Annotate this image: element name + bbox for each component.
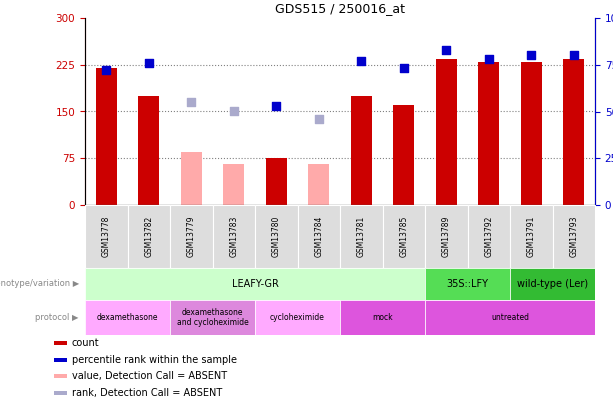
Text: 35S::LFY: 35S::LFY (446, 279, 489, 289)
Bar (425, 268, 510, 300)
Text: wild-type (Ler): wild-type (Ler) (517, 279, 588, 289)
Bar (520, 62, 542, 205)
Bar (510, 268, 595, 300)
Point (484, 56, 493, 62)
Text: genotype/variation ▶: genotype/variation ▶ (0, 279, 79, 288)
Bar (393, 105, 414, 205)
Point (356, 58, 366, 64)
Point (314, 116, 324, 122)
Text: GSM13785: GSM13785 (399, 216, 408, 257)
Text: untreated: untreated (491, 313, 529, 322)
Bar (468, 205, 510, 268)
Title: GDS515 / 250016_at: GDS515 / 250016_at (275, 2, 405, 15)
Bar (308, 164, 329, 205)
Text: GSM13783: GSM13783 (229, 216, 238, 257)
Text: GSM13792: GSM13792 (484, 216, 493, 257)
Text: GSM13778: GSM13778 (102, 216, 111, 257)
Text: percentile rank within the sample: percentile rank within the sample (72, 355, 237, 365)
Text: protocol ▶: protocol ▶ (36, 313, 79, 322)
Text: count: count (72, 338, 99, 348)
Bar (383, 205, 425, 268)
Bar (425, 205, 468, 268)
Bar (340, 205, 383, 268)
Bar (213, 205, 255, 268)
Point (186, 99, 196, 105)
Point (399, 65, 409, 72)
Bar (138, 96, 159, 205)
Text: GSM13791: GSM13791 (527, 216, 536, 257)
Bar (85, 268, 425, 300)
Bar (96, 68, 117, 205)
Bar (351, 96, 372, 205)
Text: GSM13782: GSM13782 (144, 216, 153, 257)
Text: dexamethasone
and cycloheximide: dexamethasone and cycloheximide (177, 308, 248, 327)
Point (569, 52, 579, 59)
Point (272, 102, 281, 109)
Bar (265, 158, 287, 205)
Bar (552, 205, 595, 268)
Text: GSM13779: GSM13779 (187, 216, 196, 257)
Text: GSM13780: GSM13780 (272, 216, 281, 257)
Bar (181, 152, 202, 205)
Bar (425, 300, 595, 335)
Point (101, 67, 111, 74)
Text: GSM13789: GSM13789 (442, 216, 451, 257)
Bar (170, 300, 255, 335)
Text: GSM13784: GSM13784 (314, 216, 323, 257)
Text: cycloheximide: cycloheximide (270, 313, 325, 322)
Point (144, 60, 154, 66)
Text: LEAFY-GR: LEAFY-GR (232, 279, 278, 289)
Text: value, Detection Call = ABSENT: value, Detection Call = ABSENT (72, 371, 227, 381)
Bar (436, 58, 457, 205)
Bar (85, 205, 128, 268)
Bar (85, 300, 170, 335)
Bar (510, 205, 552, 268)
Bar (128, 205, 170, 268)
Point (441, 47, 451, 53)
Bar (255, 300, 340, 335)
Bar (255, 205, 297, 268)
Text: dexamethasone: dexamethasone (97, 313, 158, 322)
Point (229, 108, 238, 115)
Bar (340, 300, 425, 335)
Bar (223, 164, 245, 205)
Bar (55, 341, 67, 345)
Text: GSM13781: GSM13781 (357, 216, 366, 257)
Bar (297, 205, 340, 268)
Bar (563, 58, 584, 205)
Text: mock: mock (372, 313, 393, 322)
Bar (55, 358, 67, 362)
Point (527, 52, 536, 59)
Bar (55, 391, 67, 395)
Bar (55, 374, 67, 378)
Bar (478, 62, 500, 205)
Text: GSM13793: GSM13793 (569, 216, 578, 257)
Bar (170, 205, 213, 268)
Text: rank, Detection Call = ABSENT: rank, Detection Call = ABSENT (72, 388, 222, 398)
